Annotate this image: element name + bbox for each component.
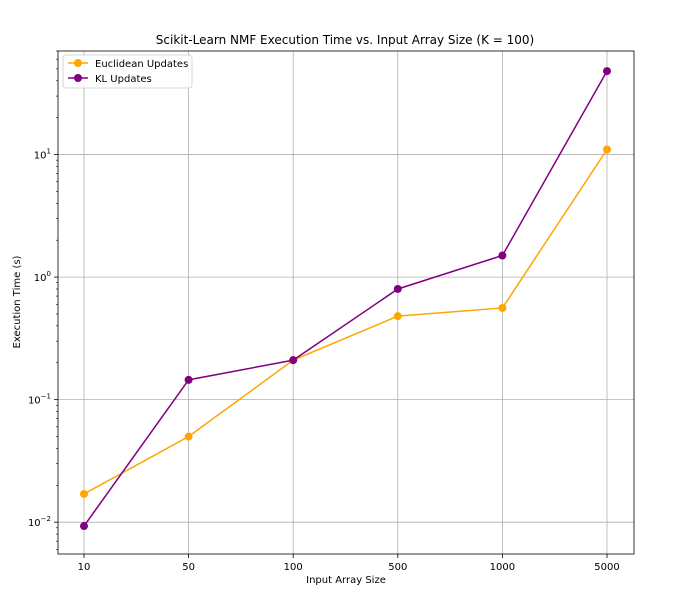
y-tick-exponent: 0	[47, 270, 51, 278]
chart-title: Scikit-Learn NMF Execution Time vs. Inpu…	[156, 33, 534, 47]
series-point	[289, 356, 298, 365]
y-tick-exponent: 1	[47, 148, 51, 156]
x-tick-label: 500	[388, 562, 407, 573]
grid-lines	[58, 51, 634, 554]
y-tick-exponent: −2	[41, 515, 51, 523]
series-point	[498, 251, 507, 260]
series-point	[498, 303, 507, 312]
x-tick-label: 10	[78, 562, 91, 573]
series-line-1	[83, 70, 608, 527]
series-line-0	[83, 149, 608, 495]
x-tick-label: 50	[182, 562, 195, 573]
legend: Euclidean Updates KL Updates	[62, 54, 193, 89]
series-point	[603, 145, 611, 154]
series-point	[603, 67, 611, 76]
series-point	[393, 312, 402, 321]
y-axis-label: Execution Time (s)	[12, 255, 23, 348]
legend-swatch-marker	[74, 59, 82, 67]
series-point	[80, 489, 88, 498]
series-point	[184, 432, 193, 441]
x-axis-label: Input Array Size	[306, 575, 386, 586]
series-point	[184, 375, 193, 384]
x-tick-label: 100	[284, 562, 303, 573]
legend-entry-label: Euclidean Updates	[95, 59, 188, 70]
series-point	[393, 284, 402, 293]
x-axis-ticks: 10 50 100 500 1000 5000	[78, 554, 620, 573]
legend-box	[62, 54, 193, 89]
x-tick-label: 5000	[594, 562, 619, 573]
series-layer	[80, 67, 611, 531]
series-point	[80, 522, 88, 531]
legend-swatch-marker	[74, 74, 82, 82]
x-tick-label: 1000	[490, 562, 515, 573]
plot-frame	[57, 50, 635, 555]
y-tick-exponent: −1	[41, 393, 51, 401]
legend-entry-label: KL Updates	[95, 74, 152, 85]
